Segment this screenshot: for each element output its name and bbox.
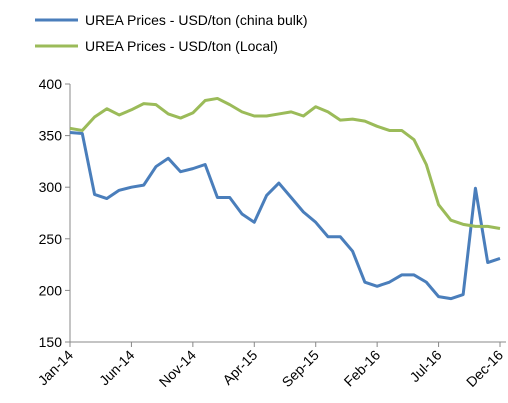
x-tick-label: Nov-14 (156, 347, 199, 390)
y-tick-label: 400 (39, 76, 63, 92)
x-tick-label: Sep-15 (279, 347, 322, 390)
series-line (69, 96, 501, 230)
y-tick-label: 200 (39, 282, 63, 298)
legend-label: UREA Prices - USD/ton (Local) (85, 38, 278, 54)
y-tick-label: 150 (39, 334, 63, 350)
y-tick-label: 350 (39, 128, 63, 144)
legend-label: UREA Prices - USD/ton (china bulk) (85, 12, 308, 28)
series-line (69, 131, 501, 301)
x-tick-label: Apr-15 (219, 347, 260, 388)
x-tick-label: Jul-16 (406, 347, 444, 385)
y-tick-label: 250 (39, 231, 63, 247)
x-tick-label: Jan-14 (35, 347, 77, 389)
x-tick-label: Dec-16 (463, 347, 506, 390)
y-tick-label: 300 (39, 179, 63, 195)
x-tick-label: Jun-14 (96, 347, 138, 389)
x-tick-label: Feb-16 (341, 347, 384, 390)
